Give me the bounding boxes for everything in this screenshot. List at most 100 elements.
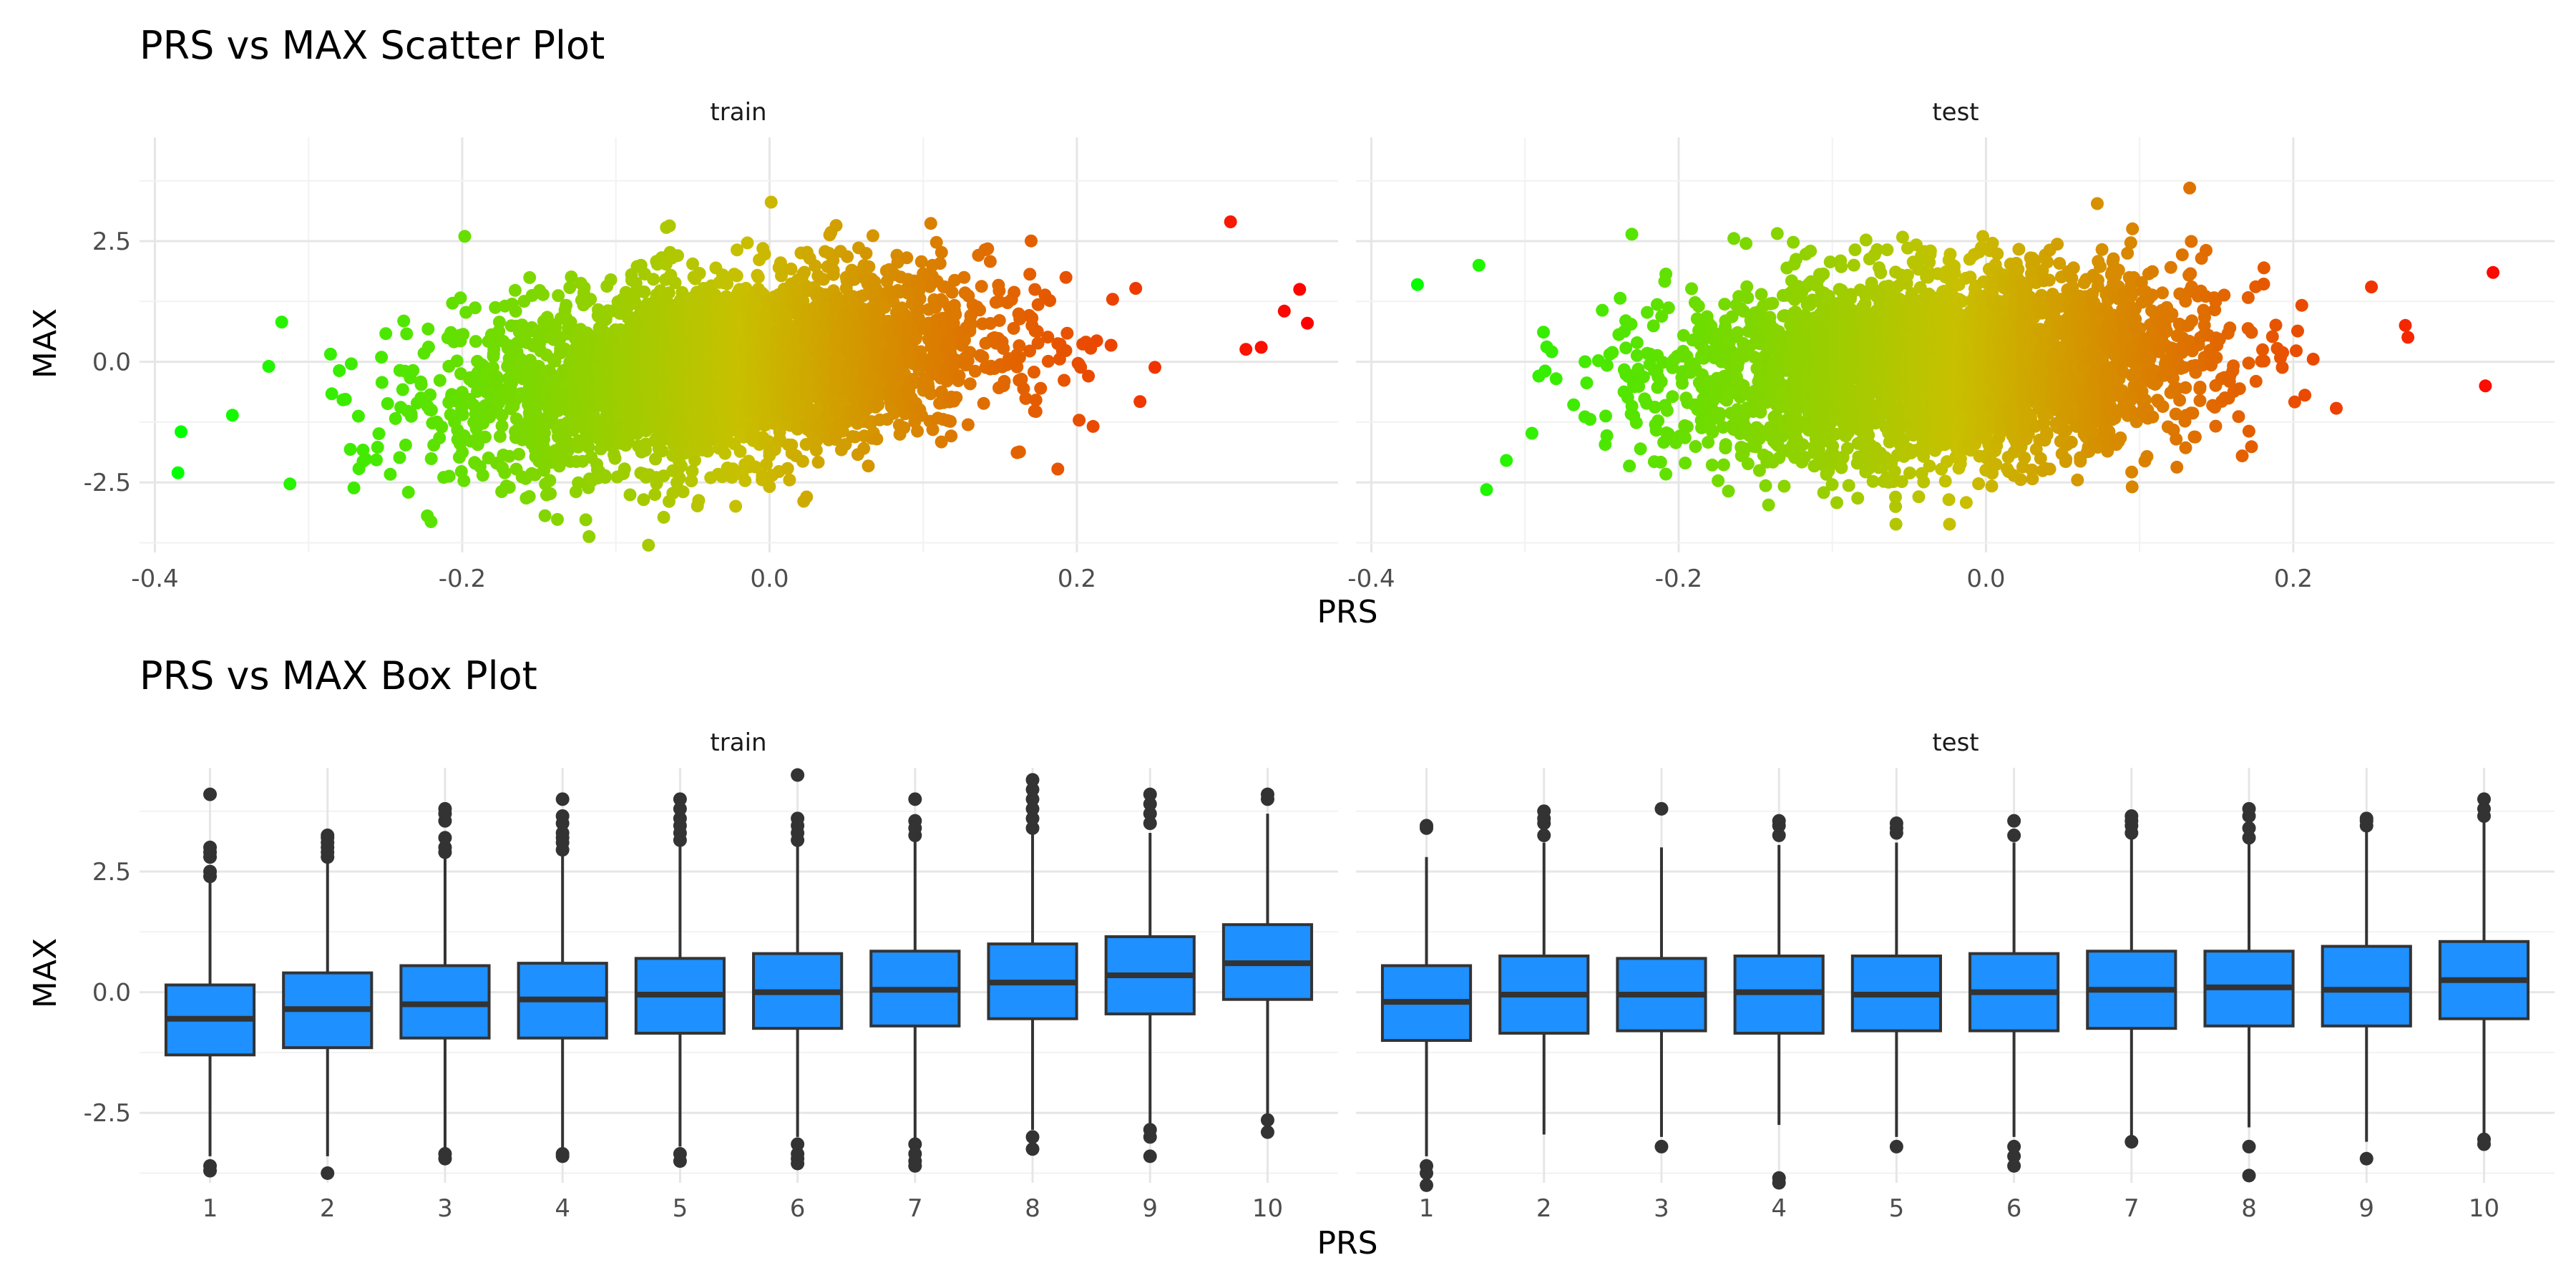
scatter-point [1624,318,1638,331]
scatter-point [751,270,765,284]
scatter-point [375,351,389,364]
scatter-point [1600,358,1614,372]
scatter-point [950,391,963,404]
scatter-point [608,452,622,465]
scatter-point [563,281,577,294]
scatter-point [1277,304,1291,318]
scatter-x-tick-label: 0.0 [750,565,789,593]
scatter-point [945,429,958,443]
scatter-point [538,509,552,522]
scatter-point [933,257,947,270]
scatter-point [512,447,526,461]
scatter-point [421,341,435,353]
scatter-point [637,493,650,507]
scatter-point [800,490,814,504]
scatter-point [379,327,393,341]
scatter-point [325,387,338,401]
scatter-point [577,280,591,294]
scatter-point [1842,479,1855,492]
scatter-point [897,421,911,434]
scatter-point [381,397,394,410]
scatter-point [469,335,482,348]
scatter-point [523,270,537,284]
scatter-point [1106,293,1119,306]
scatter-point [764,195,778,209]
scatter-point [1755,288,1768,301]
scatter-point [1013,445,1026,459]
scatter-point [1224,215,1237,228]
scatter-point [1676,376,1689,390]
scatter-point [733,444,747,458]
scatter-point [1825,478,1839,492]
scatter-point [476,469,489,482]
scatter-point [1692,299,1705,313]
scatter-point [522,489,536,503]
scatter-point [870,432,884,446]
scatter-point [1630,336,1644,349]
scatter-point [509,304,522,318]
scatter-point [495,409,509,422]
scatter-point [1599,409,1612,423]
scatter-point [1685,282,1698,296]
scatter-point [479,430,492,444]
scatter-point [401,485,415,499]
scatter-point [686,464,699,478]
scatter-point [1889,517,1903,531]
scatter-point [406,364,420,377]
scatter-point [1712,474,1725,487]
scatter-point [370,453,383,467]
scatter-point [424,404,438,417]
scatter-point [701,444,715,458]
scatter-point [1766,296,1780,310]
scatter-point [1727,232,1741,245]
scatter-point [763,480,776,493]
scatter-point [372,427,386,441]
scatter-point [675,459,688,473]
scatter-point [1596,303,1609,317]
scatter-point [454,291,467,305]
scatter-point [1651,298,1664,311]
scatter-point [1480,483,1493,497]
scatter-point [992,284,1006,298]
scatter-point [389,411,402,425]
scatter-point [857,441,871,455]
scatter-point [433,374,447,387]
scatter-point [1293,283,1307,296]
scatter-point [911,424,924,438]
scatter-point [973,303,987,317]
scatter-point [926,423,940,436]
scatter-point [1060,326,1074,340]
scatter-point [1654,375,1668,389]
scatter-point [1579,355,1592,369]
scatter-point [424,515,438,528]
scatter-point [1859,233,1873,247]
scatter-panels: -0.4 -0.2 0.0 0.2-2.50.02.5-0.4 -0.2 0.0 0.2 [84,137,2555,593]
scatter-point [1722,484,1735,498]
scatter-point [1660,404,1674,417]
scatter-x-tick-label: -0.4 [131,565,178,593]
scatter-point [456,446,469,459]
scatter-point [914,255,928,268]
scatter-point [1619,341,1633,355]
scatter-point [1654,455,1667,469]
scatter-point [424,388,437,401]
scatter-point [1835,260,1848,273]
scatter-point [1104,338,1118,352]
scatter-point [1025,234,1038,248]
scatter-point [359,452,373,466]
scatter-point [493,429,507,443]
scatter-point [648,488,662,502]
scatter-point [983,255,997,268]
scatter-point [1239,343,1253,356]
scatter-point [1705,458,1719,472]
scatter-point [275,316,288,329]
scatter-point [1028,366,1040,379]
scatter-point [1254,341,1268,354]
scatter-point [1584,413,1597,426]
scatter-points-test [1410,181,2500,531]
scatter-panel-test: -0.4 -0.2 0.0 0.2 [1347,137,2555,593]
scatter-point [1659,268,1673,280]
scatter-point [489,301,502,314]
scatter-point [175,425,187,439]
